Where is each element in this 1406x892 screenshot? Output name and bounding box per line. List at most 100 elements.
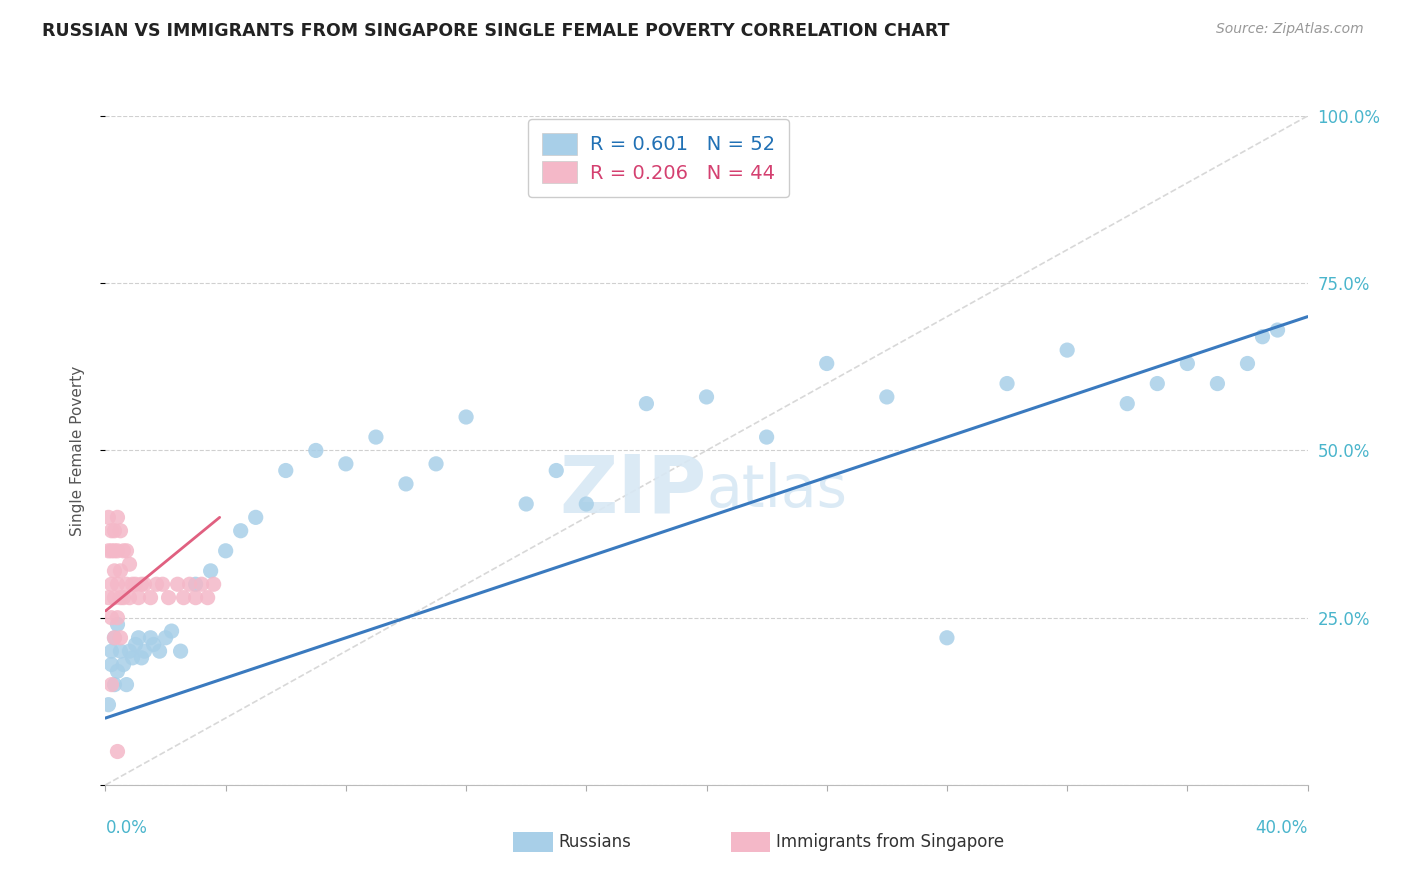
Point: [364, 430, 387, 444]
Point: [214, 544, 236, 558]
Point: [157, 591, 180, 605]
Point: [142, 637, 165, 651]
Point: [121, 577, 143, 591]
Text: RUSSIAN VS IMMIGRANTS FROM SINGAPORE SINGLE FEMALE POVERTY CORRELATION CHART: RUSSIAN VS IMMIGRANTS FROM SINGAPORE SIN…: [42, 22, 949, 40]
Point: [107, 664, 129, 679]
Point: [145, 577, 167, 591]
Point: [115, 577, 138, 591]
Point: [166, 577, 188, 591]
Point: [876, 390, 898, 404]
Point: [636, 396, 658, 410]
Text: Russians: Russians: [558, 833, 631, 851]
Point: [100, 544, 122, 558]
Point: [110, 564, 132, 578]
Point: [575, 497, 598, 511]
Point: [112, 591, 135, 605]
Point: [110, 631, 132, 645]
Point: [128, 631, 150, 645]
Point: [202, 577, 225, 591]
Point: [97, 544, 120, 558]
Point: [755, 430, 778, 444]
Point: [103, 544, 125, 558]
Y-axis label: Single Female Poverty: Single Female Poverty: [70, 366, 84, 535]
Point: [245, 510, 267, 524]
Point: [546, 464, 568, 478]
Point: [200, 564, 222, 578]
Point: [112, 544, 135, 558]
Point: [124, 577, 146, 591]
Point: [155, 631, 177, 645]
Point: [107, 617, 129, 632]
Point: [124, 637, 146, 651]
Point: [139, 631, 162, 645]
Point: [274, 464, 297, 478]
Point: [112, 657, 135, 672]
Text: Source: ZipAtlas.com: Source: ZipAtlas.com: [1216, 22, 1364, 37]
Point: [107, 744, 129, 758]
Point: [169, 644, 191, 658]
Point: [184, 577, 207, 591]
Point: [110, 524, 132, 538]
Text: Immigrants from Singapore: Immigrants from Singapore: [776, 833, 1004, 851]
Point: [110, 591, 132, 605]
Point: [190, 577, 212, 591]
Text: 0.0%: 0.0%: [105, 819, 148, 837]
Point: [128, 591, 150, 605]
Point: [100, 644, 122, 658]
Point: [229, 524, 252, 538]
Point: [1267, 323, 1289, 337]
Point: [134, 577, 156, 591]
Point: [103, 591, 125, 605]
Point: [97, 698, 120, 712]
Point: [100, 577, 122, 591]
Point: [335, 457, 357, 471]
Point: [425, 457, 447, 471]
Point: [148, 644, 170, 658]
Point: [454, 410, 477, 425]
Point: [134, 644, 156, 658]
Text: atlas: atlas: [707, 462, 848, 519]
Point: [1175, 356, 1198, 371]
Point: [179, 577, 201, 591]
Text: 40.0%: 40.0%: [1256, 819, 1308, 837]
Point: [1116, 396, 1139, 410]
Point: [103, 631, 125, 645]
Point: [97, 591, 120, 605]
Point: [305, 443, 328, 458]
Point: [118, 557, 141, 572]
Point: [100, 524, 122, 538]
Point: [395, 476, 418, 491]
Point: [107, 510, 129, 524]
Point: [995, 376, 1018, 391]
Point: [515, 497, 537, 511]
Point: [1056, 343, 1078, 358]
Point: [197, 591, 219, 605]
Legend: R = 0.601   N = 52, R = 0.206   N = 44: R = 0.601 N = 52, R = 0.206 N = 44: [527, 119, 789, 197]
Point: [110, 644, 132, 658]
Point: [115, 544, 138, 558]
Point: [100, 657, 122, 672]
Point: [97, 510, 120, 524]
Point: [1146, 376, 1168, 391]
Point: [152, 577, 174, 591]
Point: [118, 644, 141, 658]
Point: [131, 577, 153, 591]
Point: [118, 591, 141, 605]
Point: [121, 651, 143, 665]
Point: [107, 577, 129, 591]
Point: [131, 651, 153, 665]
Point: [1236, 356, 1258, 371]
Text: ZIP: ZIP: [560, 451, 707, 530]
Point: [184, 591, 207, 605]
Point: [103, 678, 125, 692]
Point: [696, 390, 718, 404]
Point: [1206, 376, 1229, 391]
Point: [103, 564, 125, 578]
Point: [107, 611, 129, 625]
Point: [1251, 330, 1274, 344]
Point: [173, 591, 195, 605]
Point: [103, 524, 125, 538]
Point: [815, 356, 838, 371]
Point: [139, 591, 162, 605]
Point: [936, 631, 959, 645]
